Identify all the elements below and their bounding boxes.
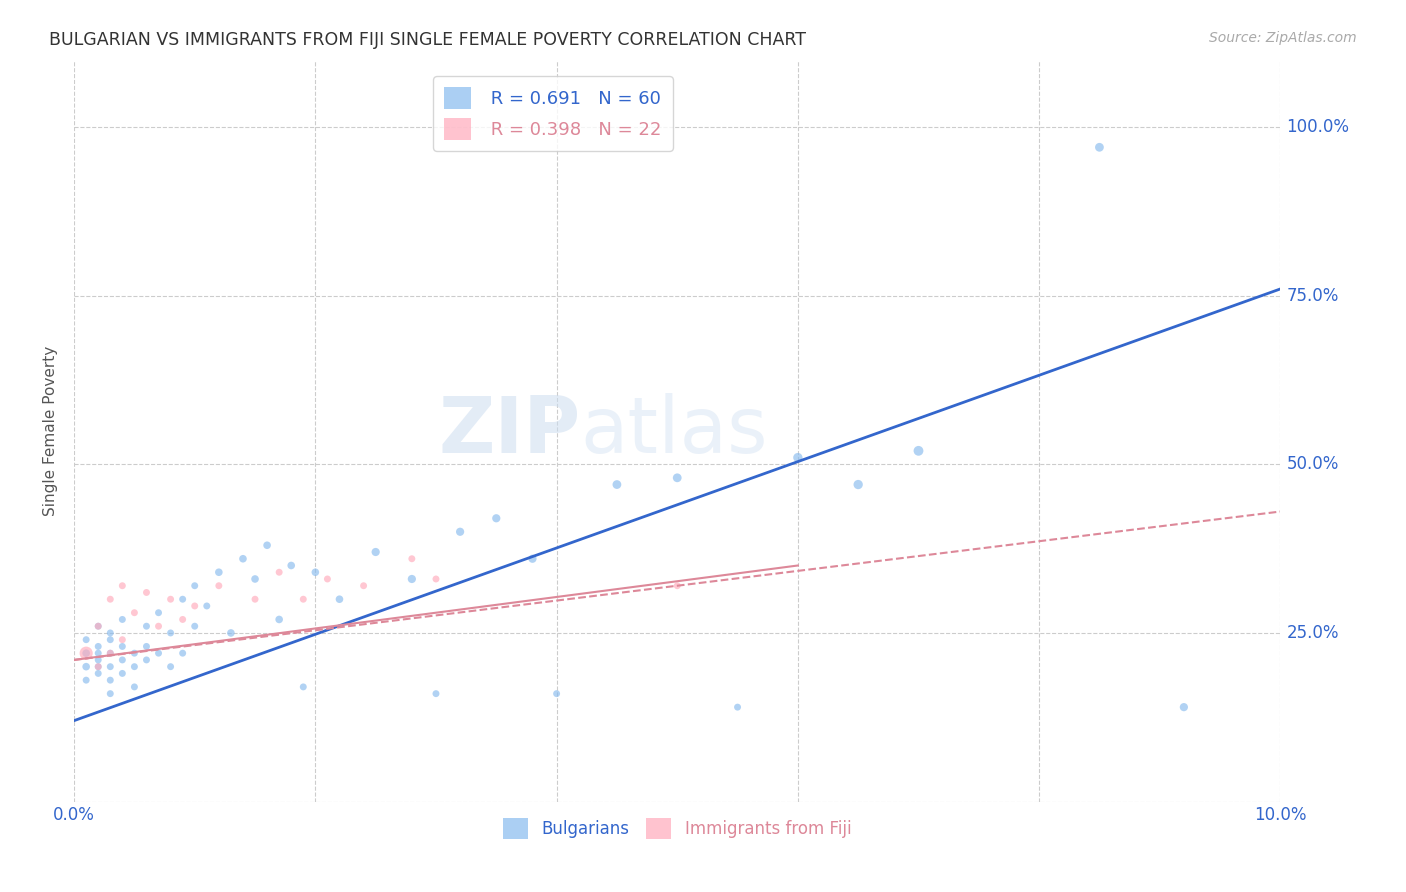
Point	[208, 566, 231, 580]
Point	[98, 673, 121, 688]
Point	[364, 545, 387, 559]
Point	[98, 592, 121, 607]
Text: 50.0%: 50.0%	[1286, 455, 1339, 474]
Point	[208, 579, 231, 593]
Point	[183, 579, 205, 593]
Point	[219, 626, 242, 640]
Text: 75.0%: 75.0%	[1286, 286, 1339, 305]
Point	[846, 477, 869, 491]
Point	[159, 659, 181, 673]
Point	[148, 606, 170, 620]
Point	[124, 680, 146, 694]
Point	[159, 626, 181, 640]
Point	[124, 646, 146, 660]
Point	[183, 619, 205, 633]
Point	[98, 632, 121, 647]
Point	[172, 646, 194, 660]
Point	[328, 592, 350, 607]
Text: ZIP: ZIP	[439, 392, 581, 468]
Point	[124, 659, 146, 673]
Point	[292, 680, 315, 694]
Point	[98, 646, 121, 660]
Point	[135, 653, 157, 667]
Point	[98, 646, 121, 660]
Point	[172, 612, 194, 626]
Point	[280, 558, 302, 573]
Point	[135, 585, 157, 599]
Point	[87, 666, 110, 681]
Point	[87, 646, 110, 660]
Point	[449, 524, 471, 539]
Point	[111, 579, 134, 593]
Point	[243, 592, 266, 607]
Point	[98, 659, 121, 673]
Point	[135, 640, 157, 654]
Point	[75, 673, 97, 688]
Point	[87, 640, 110, 654]
Point	[304, 566, 326, 580]
Point	[907, 443, 929, 458]
Point	[401, 572, 423, 586]
Point	[148, 619, 170, 633]
Point	[87, 659, 110, 673]
Text: 25.0%: 25.0%	[1286, 624, 1339, 642]
Point	[111, 640, 134, 654]
Point	[292, 592, 315, 607]
Point	[124, 606, 146, 620]
Point	[316, 572, 339, 586]
Point	[425, 572, 447, 586]
Point	[195, 599, 218, 613]
Point	[1088, 140, 1111, 154]
Point	[111, 653, 134, 667]
Text: BULGARIAN VS IMMIGRANTS FROM FIJI SINGLE FEMALE POVERTY CORRELATION CHART: BULGARIAN VS IMMIGRANTS FROM FIJI SINGLE…	[49, 31, 806, 49]
Point	[111, 612, 134, 626]
Point	[269, 612, 291, 626]
Point	[183, 599, 205, 613]
Point	[256, 538, 278, 552]
Point	[87, 659, 110, 673]
Text: 100.0%: 100.0%	[1286, 118, 1350, 136]
Point	[727, 700, 749, 714]
Point	[111, 632, 134, 647]
Point	[172, 592, 194, 607]
Point	[353, 579, 375, 593]
Point	[87, 619, 110, 633]
Point	[159, 592, 181, 607]
Point	[87, 653, 110, 667]
Legend: Bulgarians, Immigrants from Fiji: Bulgarians, Immigrants from Fiji	[496, 812, 858, 846]
Point	[522, 551, 544, 566]
Point	[111, 666, 134, 681]
Text: Source: ZipAtlas.com: Source: ZipAtlas.com	[1209, 31, 1357, 45]
Point	[606, 477, 628, 491]
Text: atlas: atlas	[581, 392, 768, 468]
Point	[269, 566, 291, 580]
Point	[666, 471, 689, 485]
Point	[148, 646, 170, 660]
Point	[75, 632, 97, 647]
Point	[1173, 700, 1195, 714]
Point	[485, 511, 508, 525]
Point	[546, 687, 568, 701]
Point	[135, 619, 157, 633]
Point	[786, 450, 808, 465]
Point	[75, 646, 97, 660]
Point	[75, 659, 97, 673]
Point	[98, 626, 121, 640]
Point	[232, 551, 254, 566]
Point	[98, 687, 121, 701]
Point	[425, 687, 447, 701]
Point	[75, 646, 97, 660]
Point	[243, 572, 266, 586]
Y-axis label: Single Female Poverty: Single Female Poverty	[44, 345, 58, 516]
Point	[87, 619, 110, 633]
Point	[666, 579, 689, 593]
Point	[401, 551, 423, 566]
